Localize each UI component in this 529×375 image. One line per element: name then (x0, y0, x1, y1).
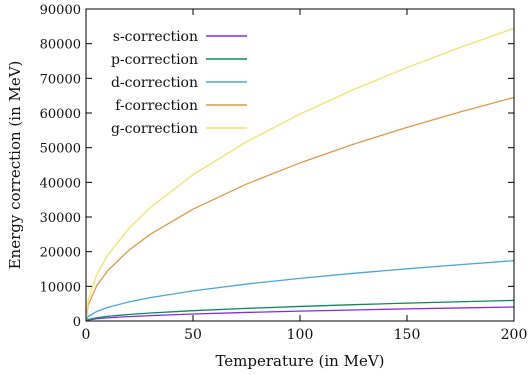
series-line-p-correction (85, 299, 515, 322)
plot-area (85, 27, 515, 322)
y-tick-label: 80000 (40, 38, 81, 53)
legend: s-correction p-correction d-correction f-co… (111, 29, 247, 137)
x-tick-label: 0 (82, 327, 91, 343)
y-tick-label: 90000 (40, 3, 81, 18)
x-axis-label: Temperature (in MeV) (215, 352, 384, 370)
series-line-d-correction (85, 260, 515, 322)
y-tick-label: 20000 (40, 246, 81, 261)
y-tick-label: 10000 (40, 280, 81, 295)
x-tick-label: 100 (287, 327, 314, 343)
y-tick-label: 0 (73, 315, 81, 330)
series-line-f-correction (85, 96, 515, 322)
legend-label-p-correction: p-correction (111, 52, 198, 68)
x-tick-label: 50 (184, 327, 202, 343)
legend-label-s-correction: s-correction (113, 29, 198, 45)
legend-label-d-correction: d-correction (111, 75, 198, 91)
legend-label-f-correction: f-correction (115, 98, 198, 114)
series-line-s-correction (85, 306, 515, 322)
x-tick-label: 150 (394, 327, 421, 343)
y-tick-label: 50000 (40, 142, 81, 157)
legend-label-g-correction: g-correction (111, 121, 198, 137)
series-line-g-correction (85, 27, 515, 322)
x-tick-label: 200 (501, 327, 528, 343)
y-tick-label: 60000 (40, 107, 81, 122)
y-axis-label: Energy correction (in MeV) (6, 61, 24, 270)
y-tick-label: 30000 (40, 211, 81, 226)
y-tick-label: 40000 (40, 176, 81, 191)
axes: 0 50 100 150 200 0 10000 20000 30000 40000 50000 60… (40, 3, 528, 343)
y-tick-label: 70000 (40, 72, 81, 87)
